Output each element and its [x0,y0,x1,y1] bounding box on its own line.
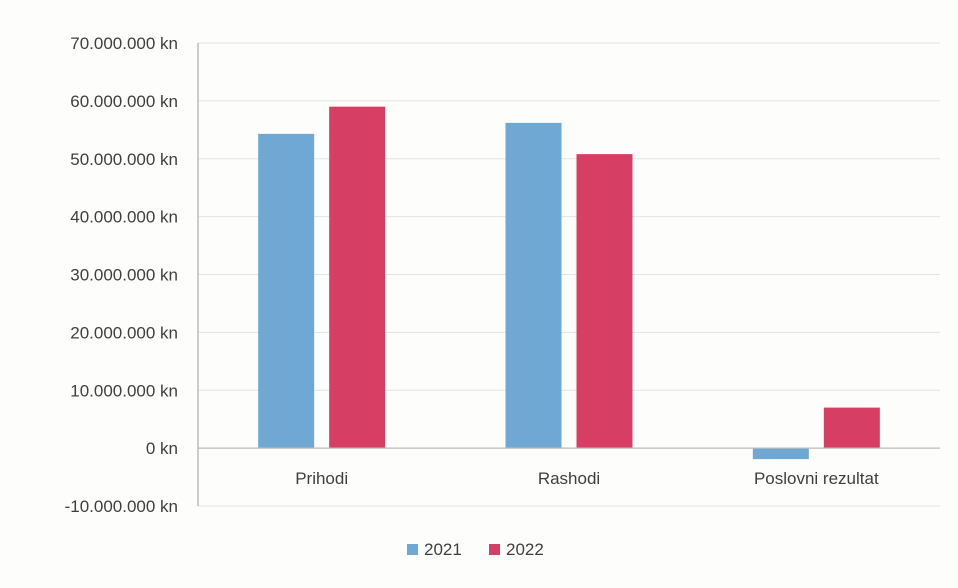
bars [258,106,880,460]
bar-2021-rashodi [505,122,562,449]
y-tick-label: 50.000.000 kn [70,150,178,169]
category-label: Prihodi [295,469,348,488]
gridlines [198,42,940,507]
y-tick-label: 70.000.000 kn [70,34,178,53]
legend: 2021 2022 [407,540,544,559]
bar-2022-prihodi [329,106,386,449]
legend-swatch-2022 [489,544,500,555]
y-tick-label: 20.000.000 kn [70,323,178,342]
category-label: Rashodi [538,469,600,488]
category-labels: Prihodi Rashodi Poslovni rezultat [295,469,879,488]
axes [197,43,940,506]
y-axis-tick-labels: -10.000.000 kn 0 kn 10.000.000 kn 20.000.00… [65,34,178,516]
category-label: Poslovni rezultat [754,469,879,488]
bar-2021-poslovni-rezultat [752,448,809,460]
y-tick-label: -10.000.000 kn [65,497,178,516]
legend-swatch-2021 [407,544,418,555]
legend-label-2021: 2021 [424,540,462,559]
bar-2022-poslovni-rezultat [823,407,880,449]
legend-label-2022: 2022 [506,540,544,559]
y-tick-label: 30.000.000 kn [70,266,178,285]
bar-2022-rashodi [576,154,633,449]
y-tick-label: 10.000.000 kn [70,381,178,400]
y-tick-label: 60.000.000 kn [70,92,178,111]
bar-2021-prihodi [258,133,315,449]
y-tick-label: 40.000.000 kn [70,208,178,227]
y-tick-label: 0 kn [146,439,178,458]
